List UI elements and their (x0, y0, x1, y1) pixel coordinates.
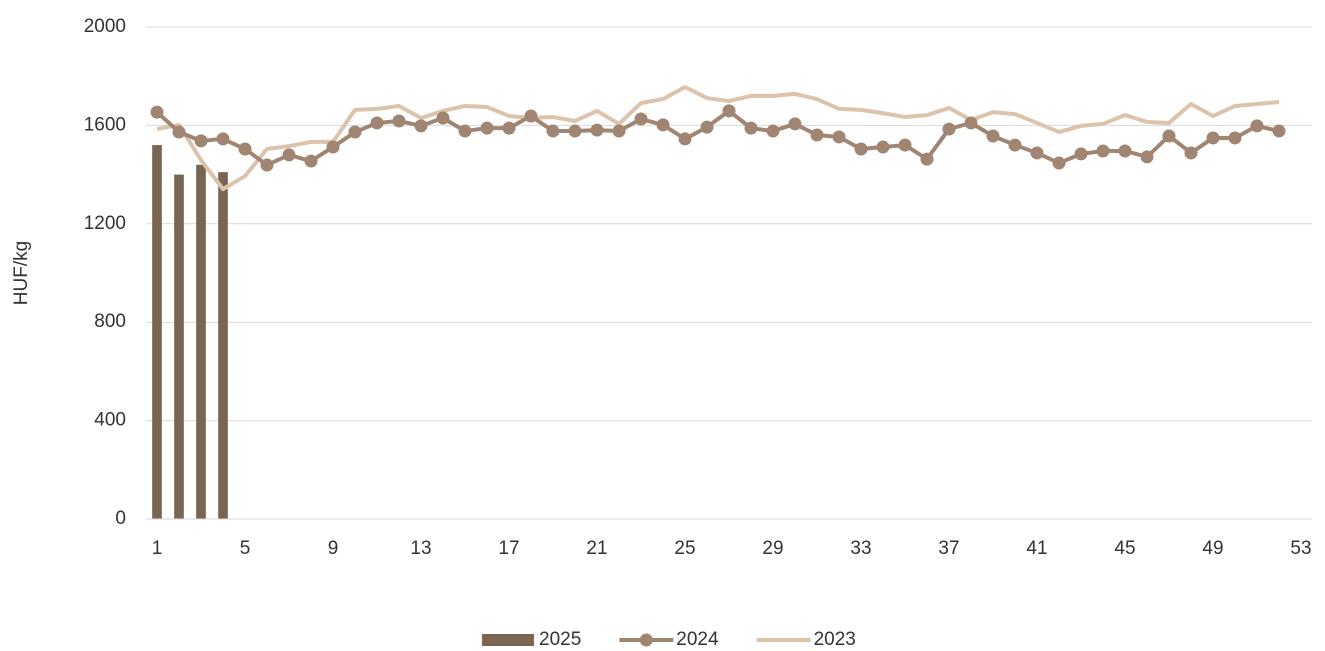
marker (194, 134, 208, 148)
marker (876, 140, 890, 154)
marker (590, 123, 604, 137)
marker (766, 124, 780, 138)
x-tick-label: 33 (850, 538, 871, 559)
series-line (155, 108, 1280, 168)
marker (1272, 124, 1286, 138)
x-tick-label: 25 (674, 538, 695, 559)
legend-swatch (482, 634, 534, 646)
marker (678, 132, 692, 146)
y-tick-label: 2000 (84, 16, 126, 37)
marker (854, 142, 868, 156)
legend-label: 2025 (539, 629, 581, 650)
marker (348, 125, 362, 139)
marker (1052, 156, 1066, 170)
legend-label: 2023 (814, 629, 856, 650)
legend-marker (639, 633, 653, 647)
marker (656, 118, 670, 132)
bar (218, 172, 228, 519)
marker (1008, 138, 1022, 152)
marker (524, 109, 538, 123)
marker (458, 124, 472, 138)
y-axis-label: HUF/kg (11, 241, 32, 305)
marker (634, 112, 648, 126)
marker (150, 105, 164, 119)
marker (1206, 131, 1220, 145)
marker (898, 138, 912, 152)
y-tick-label: 0 (115, 508, 126, 529)
marker (304, 154, 318, 168)
x-tick-label: 29 (762, 538, 783, 559)
marker (832, 130, 846, 144)
y-tick-label: 1600 (84, 114, 126, 135)
marker (260, 158, 274, 172)
marker (1096, 144, 1110, 158)
marker (942, 122, 956, 136)
x-tick-label: 21 (586, 538, 607, 559)
marker (810, 128, 824, 142)
marker (788, 117, 802, 131)
marker (392, 114, 406, 128)
bar (196, 164, 206, 519)
marker (1250, 119, 1264, 133)
y-tick-label: 1200 (84, 213, 126, 234)
x-tick-label: 37 (938, 538, 959, 559)
x-tick-label: 41 (1026, 538, 1047, 559)
x-tick-label: 49 (1202, 538, 1223, 559)
marker (414, 119, 428, 133)
x-tick-label: 1 (152, 538, 163, 559)
y-tick-label: 400 (94, 410, 126, 431)
marker (216, 132, 230, 146)
marker (1030, 146, 1044, 160)
bar (174, 174, 184, 519)
marker (370, 116, 384, 130)
marker (1184, 146, 1198, 160)
marker (568, 124, 582, 138)
x-tick-label: 9 (328, 538, 339, 559)
x-tick-label: 13 (410, 538, 431, 559)
marker (1140, 150, 1154, 164)
x-tick-label: 5 (240, 538, 251, 559)
marker (744, 121, 758, 135)
marker (986, 129, 1000, 143)
series-line (156, 85, 1280, 192)
x-tick-label: 45 (1114, 538, 1135, 559)
marker (172, 125, 186, 139)
x-tick-label: 17 (498, 538, 519, 559)
marker (612, 124, 626, 138)
marker (722, 104, 736, 118)
marker (238, 142, 252, 156)
marker (1118, 144, 1132, 158)
x-tick-label: 53 (1290, 538, 1311, 559)
bar (152, 145, 162, 519)
marker (964, 116, 978, 130)
marker (920, 152, 934, 166)
marker (326, 140, 340, 154)
marker (1228, 131, 1242, 145)
marker (480, 121, 494, 135)
marker (700, 120, 714, 134)
marker (546, 124, 560, 138)
marker (282, 148, 296, 162)
marker (502, 121, 516, 135)
marker (1162, 129, 1176, 143)
marker (1074, 147, 1088, 161)
legend-label: 2024 (676, 629, 719, 650)
y-tick-label: 800 (94, 311, 126, 332)
marker (436, 111, 450, 125)
